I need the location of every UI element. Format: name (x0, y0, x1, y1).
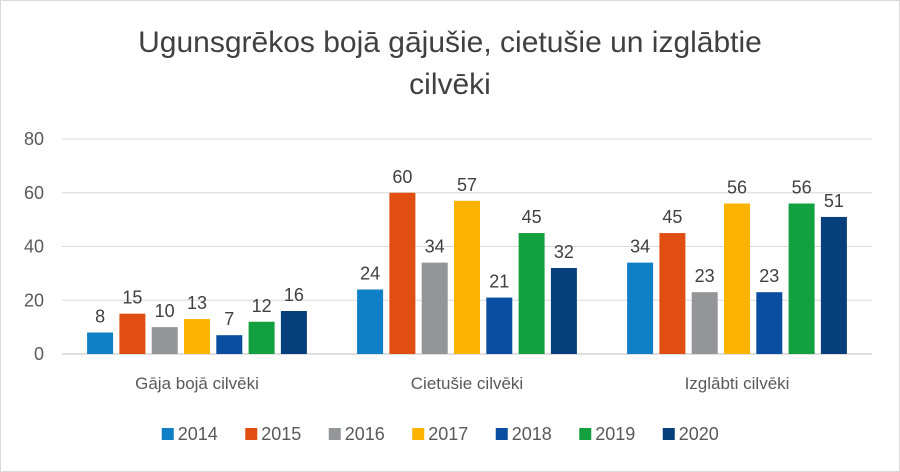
legend-swatch (662, 428, 675, 440)
data-label: 8 (95, 307, 105, 327)
bar (184, 319, 210, 354)
data-label: 21 (489, 272, 509, 292)
legend-label: 2014 (178, 424, 218, 444)
bar (389, 192, 416, 354)
data-label: 51 (824, 191, 844, 211)
legend-label: 2017 (428, 424, 468, 444)
bar (486, 297, 513, 354)
bar (87, 332, 114, 354)
bar (151, 327, 178, 354)
legend-swatch (161, 428, 174, 440)
data-label: 16 (284, 285, 304, 305)
bar (627, 262, 654, 354)
legend-label: 2019 (595, 424, 635, 444)
data-label: 57 (457, 175, 477, 195)
bar (724, 203, 750, 354)
bar (550, 268, 577, 354)
data-label: 23 (695, 266, 715, 286)
bar (421, 262, 448, 354)
legend-swatch (579, 428, 592, 440)
legend-label: 2020 (679, 424, 719, 444)
data-label: 45 (522, 207, 542, 227)
category-label: Izglābti cilvēki (685, 374, 790, 393)
bar (659, 233, 686, 354)
data-label: 12 (252, 296, 272, 316)
y-tick-label: 20 (24, 290, 44, 310)
bar (518, 233, 545, 354)
y-tick-label: 40 (24, 237, 44, 257)
bar (691, 292, 718, 354)
chart-title-line-1: Ugunsgrēkos bojā gājušie, cietušie un iz… (138, 26, 762, 59)
bar (756, 292, 783, 354)
legend-label: 2015 (261, 424, 301, 444)
data-label: 34 (425, 237, 445, 257)
bar (788, 203, 815, 354)
data-label: 7 (224, 309, 234, 329)
y-tick-label: 80 (24, 129, 44, 149)
bar (357, 289, 384, 354)
data-label: 56 (792, 178, 812, 198)
legend-swatch (412, 428, 425, 440)
bar (248, 321, 275, 354)
chart-title-line-2: cilvēki (409, 68, 491, 101)
bar (820, 216, 847, 354)
legend-label: 2016 (345, 424, 385, 444)
category-label: Gāja bojā cilvēki (135, 374, 259, 393)
bar (119, 313, 146, 354)
data-label: 10 (155, 301, 175, 321)
data-label: 32 (554, 242, 574, 262)
chart-title: Ugunsgrēkos bojā gājušie, cietušie un iz… (0, 22, 900, 106)
legend-label: 2018 (512, 424, 552, 444)
data-label: 60 (392, 167, 412, 187)
bar (454, 200, 480, 354)
legend-swatch (495, 428, 508, 440)
y-tick-label: 0 (34, 344, 44, 364)
data-label: 45 (662, 207, 682, 227)
category-label: Cietušie cilvēki (411, 374, 523, 393)
data-label: 23 (759, 266, 779, 286)
legend-swatch (328, 428, 341, 440)
data-label: 56 (727, 178, 747, 198)
y-tick-label: 60 (24, 183, 44, 203)
data-label: 15 (122, 288, 142, 308)
data-label: 13 (187, 293, 207, 313)
bar (216, 335, 243, 354)
legend-swatch (245, 428, 258, 440)
data-label: 24 (360, 264, 380, 284)
data-label: 34 (630, 237, 650, 257)
bar (280, 311, 307, 354)
